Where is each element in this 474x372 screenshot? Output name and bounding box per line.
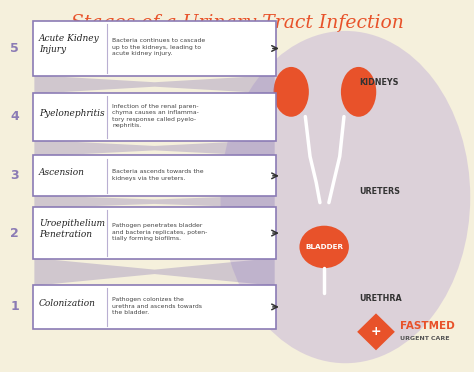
Text: URGENT CARE: URGENT CARE <box>400 336 449 341</box>
Text: URETHRA: URETHRA <box>359 294 402 303</box>
FancyBboxPatch shape <box>33 93 276 141</box>
Polygon shape <box>35 258 275 286</box>
FancyBboxPatch shape <box>33 20 276 76</box>
FancyBboxPatch shape <box>33 155 276 196</box>
Text: 4: 4 <box>10 110 19 123</box>
Polygon shape <box>357 313 395 350</box>
Text: Acute Kidney
Injury: Acute Kidney Injury <box>39 35 100 54</box>
Text: +: + <box>371 326 381 339</box>
Text: 3: 3 <box>10 169 19 182</box>
Text: BLADDER: BLADDER <box>305 244 343 250</box>
Text: Infection of the renal paren-
chyma causes an inflamma-
tory response called pye: Infection of the renal paren- chyma caus… <box>112 104 199 128</box>
Ellipse shape <box>300 226 349 268</box>
FancyBboxPatch shape <box>33 207 276 259</box>
Text: 2: 2 <box>10 227 19 240</box>
Text: Bacteria continues to cascade
up to the kidneys, leading to
acute kidney injury.: Bacteria continues to cascade up to the … <box>112 38 205 56</box>
Polygon shape <box>35 75 275 94</box>
Text: 1: 1 <box>10 301 19 314</box>
Polygon shape <box>35 140 275 157</box>
Text: Pyelonephritis: Pyelonephritis <box>39 109 105 118</box>
Text: Pathogen penetrates bladder
and bacteria replicates, poten-
tially forming biofi: Pathogen penetrates bladder and bacteria… <box>112 223 208 241</box>
Text: Stages of a Urinary Tract Infection: Stages of a Urinary Tract Infection <box>71 14 403 32</box>
Ellipse shape <box>273 67 309 117</box>
Ellipse shape <box>341 67 376 117</box>
FancyBboxPatch shape <box>33 285 276 329</box>
Polygon shape <box>35 195 275 208</box>
Text: Colonization: Colonization <box>39 299 96 308</box>
Text: FASTMED: FASTMED <box>400 321 454 331</box>
Text: Uroepithelium
Penetration: Uroepithelium Penetration <box>39 219 105 239</box>
Text: Pathogen colonizes the
urethra and ascends towards
the bladder.: Pathogen colonizes the urethra and ascen… <box>112 297 202 315</box>
Text: Bacteria ascends towards the
kidneys via the ureters.: Bacteria ascends towards the kidneys via… <box>112 169 204 181</box>
Ellipse shape <box>220 31 470 363</box>
Text: KIDNEYS: KIDNEYS <box>359 78 399 87</box>
Text: 5: 5 <box>10 42 19 55</box>
Text: URETERS: URETERS <box>359 187 401 196</box>
Text: Ascension: Ascension <box>39 168 85 177</box>
